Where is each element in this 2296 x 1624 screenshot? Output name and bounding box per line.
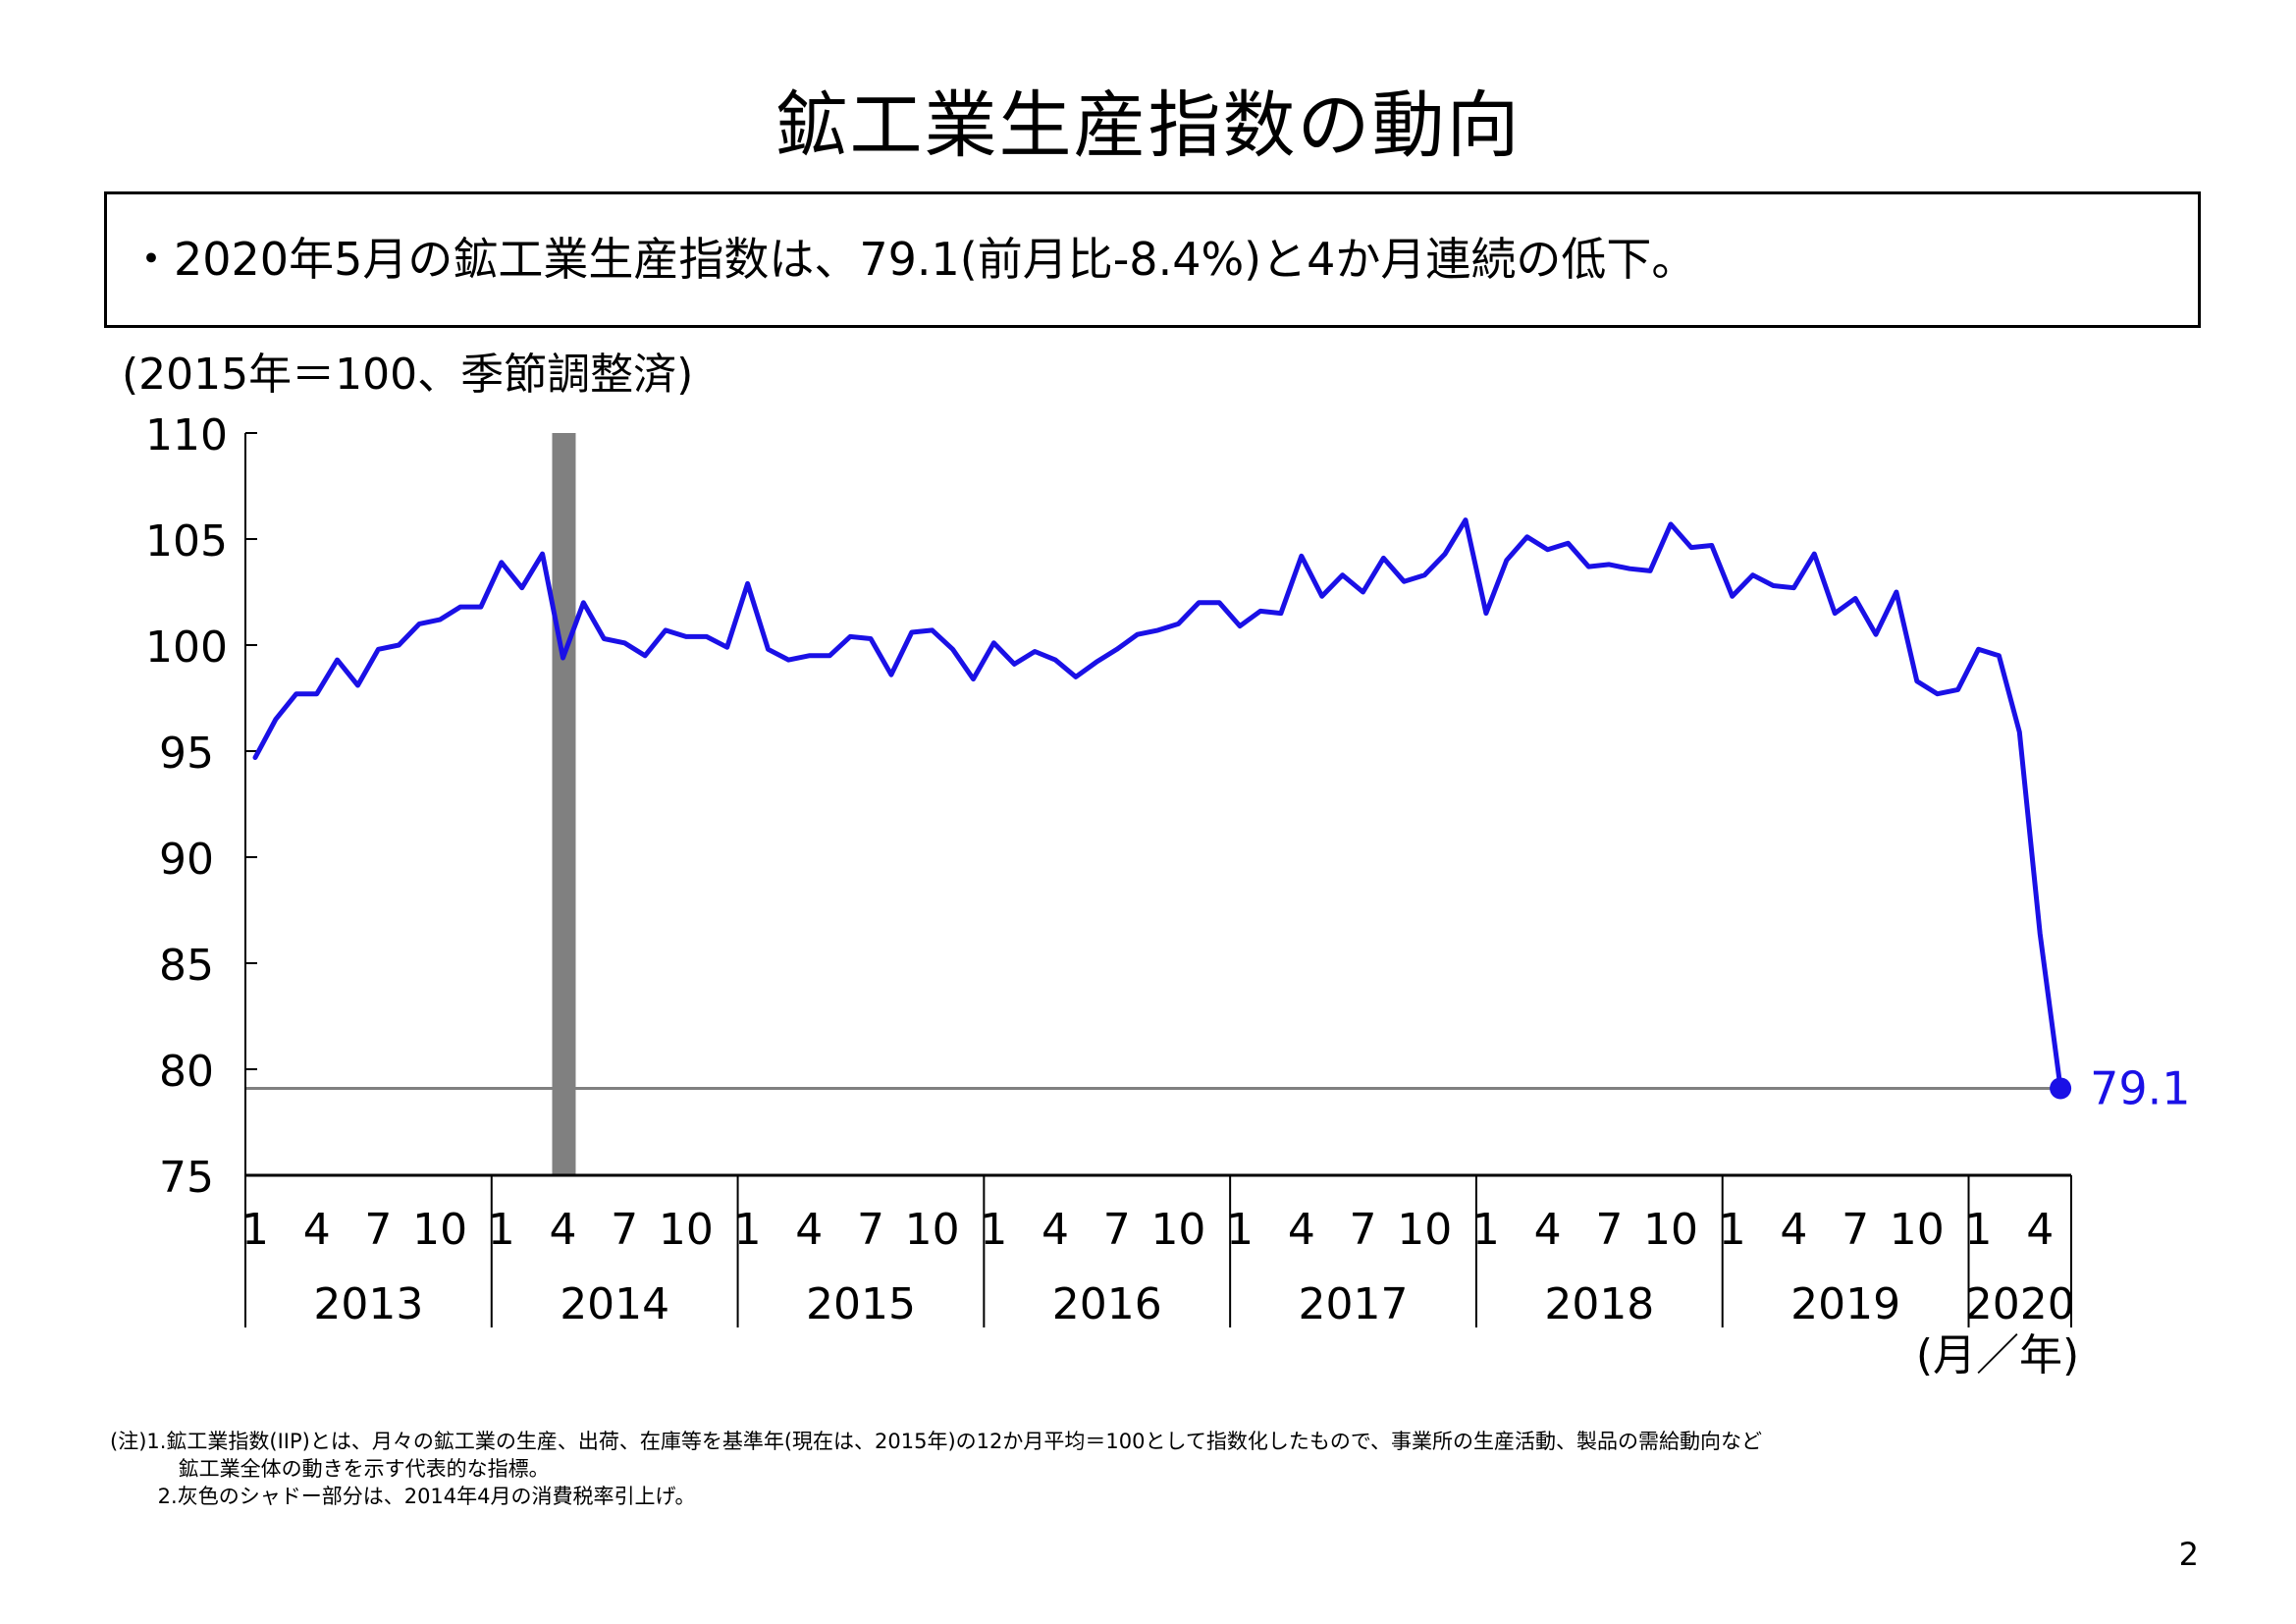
month-tick-label: 10: [659, 1205, 714, 1255]
y-tick-label: 75: [159, 1153, 214, 1203]
month-tick-label: 7: [1350, 1205, 1377, 1255]
month-tick-label: 4: [1288, 1205, 1315, 1255]
month-tick-label: 1: [1226, 1205, 1254, 1255]
last-value-label: 79.1: [2090, 1061, 2190, 1114]
chart-background-layer: [245, 433, 2061, 1175]
month-tick-label: 7: [1595, 1205, 1623, 1255]
month-tick-label: 1: [1965, 1205, 1993, 1255]
summary-text: ・2020年5月の鉱工業生産指数は、79.1(前月比-8.4%)と4か月連続の低…: [129, 233, 1697, 286]
year-label: 2017: [1299, 1279, 1409, 1329]
month-tick-label: 10: [1643, 1205, 1698, 1255]
year-label: 2016: [1052, 1279, 1162, 1329]
month-tick-label: 1: [1472, 1205, 1500, 1255]
year-label: 2013: [313, 1279, 423, 1329]
footnote-line: (注)1.鉱工業指数(IIP)とは、月々の鉱工業の生産、出荷、在庫等を基準年(現…: [110, 1430, 1763, 1453]
month-tick-label: 1: [488, 1205, 515, 1255]
year-label: 2019: [1790, 1279, 1900, 1329]
y-tick-label: 80: [159, 1047, 214, 1097]
month-tick-label: 1: [241, 1205, 269, 1255]
month-tick-label: 4: [1534, 1205, 1562, 1255]
y-tick-label: 105: [145, 516, 228, 567]
y-tick-label: 90: [159, 835, 214, 885]
month-tick-label: 4: [2026, 1205, 2054, 1255]
summary-box: ・2020年5月の鉱工業生産指数は、79.1(前月比-8.4%)と4か月連続の低…: [104, 191, 2201, 328]
chart-series-layer: [252, 517, 2072, 1100]
series-line: [252, 517, 2063, 1091]
month-tick-label: 10: [1890, 1205, 1945, 1255]
month-tick-label: 7: [364, 1205, 392, 1255]
month-tick-label: 4: [1780, 1205, 1807, 1255]
month-tick-label: 1: [980, 1205, 1007, 1255]
month-tick-label: 10: [905, 1205, 960, 1255]
year-label: 2020: [1965, 1279, 2075, 1329]
month-tick-label: 1: [734, 1205, 762, 1255]
month-tick-label: 4: [1041, 1205, 1069, 1255]
month-tick-label: 4: [303, 1205, 331, 1255]
year-label: 2015: [806, 1279, 916, 1329]
shaded-period-bar: [552, 433, 576, 1175]
year-label: 2014: [560, 1279, 669, 1329]
month-tick-label: 4: [549, 1205, 576, 1255]
y-tick-label: 100: [145, 623, 228, 673]
month-tick-label: 10: [1150, 1205, 1205, 1255]
month-tick-label: 1: [1719, 1205, 1746, 1255]
month-tick-label: 7: [611, 1205, 638, 1255]
x-axis-unit-label: (月／年): [1916, 1330, 2079, 1380]
footnotes: (注)1.鉱工業指数(IIP)とは、月々の鉱工業の生産、出荷、在庫等を基準年(現…: [110, 1428, 1762, 1510]
month-tick-label: 4: [795, 1205, 823, 1255]
footnote-line: 2.灰色のシャドー部分は、2014年4月の消費税率引上げ。: [110, 1485, 696, 1508]
month-tick-label: 7: [857, 1205, 884, 1255]
month-tick-label: 10: [412, 1205, 467, 1255]
page-number: 2: [2178, 1536, 2199, 1573]
page-title: 鉱工業生産指数の動向: [774, 83, 1522, 168]
footnote-line: 鉱工業全体の動きを示す代表的な指標。: [110, 1457, 550, 1481]
month-tick-label: 7: [1842, 1205, 1869, 1255]
y-tick-label: 85: [159, 941, 214, 991]
y-tick-label: 95: [159, 729, 214, 779]
year-label: 2018: [1544, 1279, 1654, 1329]
month-tick-label: 7: [1103, 1205, 1131, 1255]
last-data-point: [2050, 1077, 2072, 1100]
month-tick-label: 10: [1397, 1205, 1452, 1255]
unit-label: (2015年＝100、季節調整済): [122, 350, 694, 400]
y-tick-label: 110: [145, 410, 228, 460]
